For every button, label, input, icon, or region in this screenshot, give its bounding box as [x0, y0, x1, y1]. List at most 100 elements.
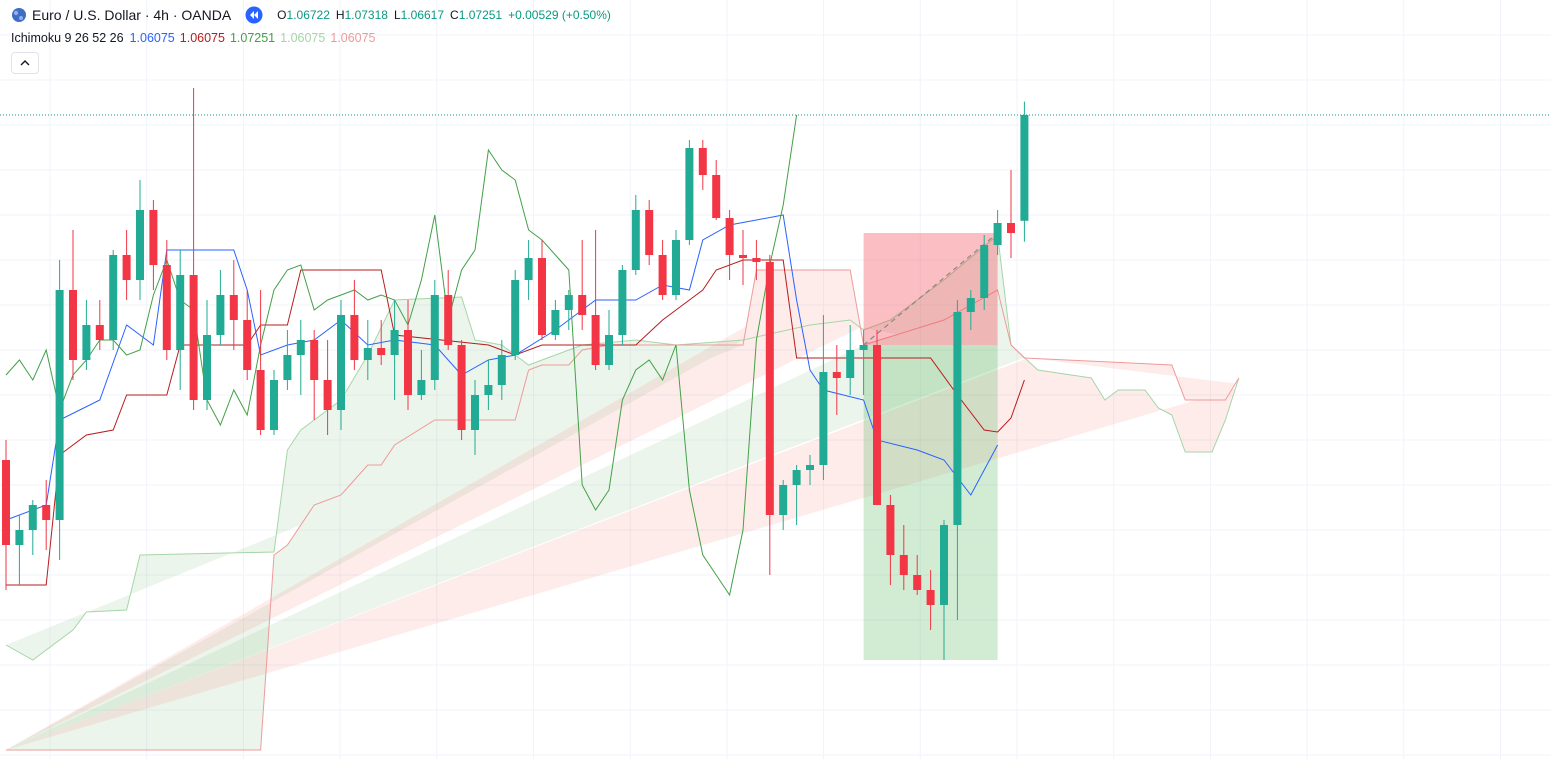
candle-body [28, 505, 37, 530]
candle-body [832, 372, 841, 378]
candle-body [323, 380, 332, 410]
candle-body [806, 465, 814, 470]
candle-body [819, 372, 828, 465]
candle-body [658, 255, 667, 295]
chikou-line [5, 114, 798, 597]
candle-body [176, 275, 185, 350]
cloud-fill [6, 378, 1239, 750]
candle-body [229, 295, 238, 320]
candle-body [136, 210, 144, 280]
candle-body [511, 280, 520, 355]
candle-body [564, 295, 573, 310]
candle-body [966, 298, 975, 312]
candle-body [270, 380, 278, 430]
candle-body [390, 330, 399, 355]
candle-body [645, 210, 654, 255]
candle-body [203, 335, 211, 400]
candle-body [940, 525, 948, 605]
candle-body [471, 395, 479, 430]
candle-body [792, 470, 801, 485]
candle-body [993, 223, 1002, 245]
candle-body [752, 258, 761, 262]
candle-body [953, 312, 962, 525]
candle-body [1020, 115, 1029, 221]
position-path [863, 232, 998, 346]
candle-body [538, 258, 546, 335]
candle-body [457, 345, 466, 430]
change: +0.00529 (+0.50%) [508, 8, 611, 22]
candle-body [216, 295, 225, 335]
candle-body [631, 210, 640, 270]
candle-body [82, 325, 91, 360]
legend-row: Euro / U.S. Dollar · 4h · OANDA O1.06722… [11, 6, 617, 24]
candle-body [698, 148, 707, 175]
candle-body [444, 295, 453, 345]
candle-body [765, 262, 774, 515]
candle-body [283, 355, 292, 380]
indicator-value: 1.06075 [330, 31, 376, 45]
candle-body [685, 148, 694, 240]
candle-body [779, 485, 788, 515]
candle-body [417, 380, 426, 395]
candle-body [162, 265, 171, 350]
candle-body [243, 320, 252, 370]
candle-body [109, 255, 118, 340]
candle-body [618, 270, 627, 335]
candle-body [926, 590, 935, 605]
candle-body [524, 258, 533, 280]
candle-body [859, 345, 868, 350]
cloud-fill [6, 297, 743, 750]
candle-body [913, 575, 922, 590]
h-value: 1.07318 [344, 8, 388, 22]
symbol-icon [12, 8, 26, 22]
candle-body [605, 335, 613, 365]
indicator-label: Ichimoku 9 26 52 26 [11, 31, 124, 45]
c-value: 1.07251 [458, 8, 503, 22]
candle-body [551, 310, 560, 335]
candle-body [846, 350, 855, 378]
indicator-value: 1.07251 [229, 31, 276, 45]
span-b [6, 269, 1240, 751]
ohlc: O1.06722 H1.07318 L1.06617 C1.07251 +0.00529… [277, 8, 617, 22]
candle-body [310, 340, 319, 380]
candle-body [430, 295, 439, 380]
indicator-row: Ichimoku 9 26 52 26 1.06075 1.06075 1.07251… [11, 31, 381, 45]
candle-body [55, 290, 64, 520]
candle-body [712, 175, 721, 218]
candle-body [886, 505, 895, 555]
candle-body [256, 370, 265, 430]
candle-body [1007, 223, 1015, 233]
collapse-button[interactable] [11, 52, 39, 74]
candle-body [404, 330, 412, 395]
l-label: L [393, 8, 401, 22]
candle-body [484, 385, 493, 395]
cloud-fill [6, 357, 1236, 750]
chevron [20, 60, 30, 66]
candle-body [69, 290, 77, 360]
candle-body [899, 555, 908, 575]
candle-body [578, 295, 587, 315]
candle-body [149, 210, 158, 265]
h-label: H [335, 8, 345, 22]
replay-button[interactable] [245, 6, 263, 24]
candle-body [337, 315, 345, 410]
o-label: O [277, 8, 287, 22]
l-value: 1.06617 [400, 8, 445, 22]
candle-body [95, 325, 104, 340]
o-value: 1.06722 [286, 8, 330, 22]
c-label: C [450, 8, 459, 22]
candle-body [2, 460, 10, 545]
indicator-value: 1.06075 [129, 31, 175, 45]
candle-body [296, 340, 305, 355]
candle-body [363, 348, 372, 360]
indicator-value: 1.06075 [179, 31, 225, 45]
candle-body [672, 240, 680, 295]
candle-body [15, 530, 24, 545]
candle-body [377, 348, 386, 355]
candle-body [591, 315, 600, 365]
candle-body [122, 255, 131, 280]
indicator-value: 1.06075 [280, 31, 326, 45]
cloud-fill [6, 270, 861, 750]
